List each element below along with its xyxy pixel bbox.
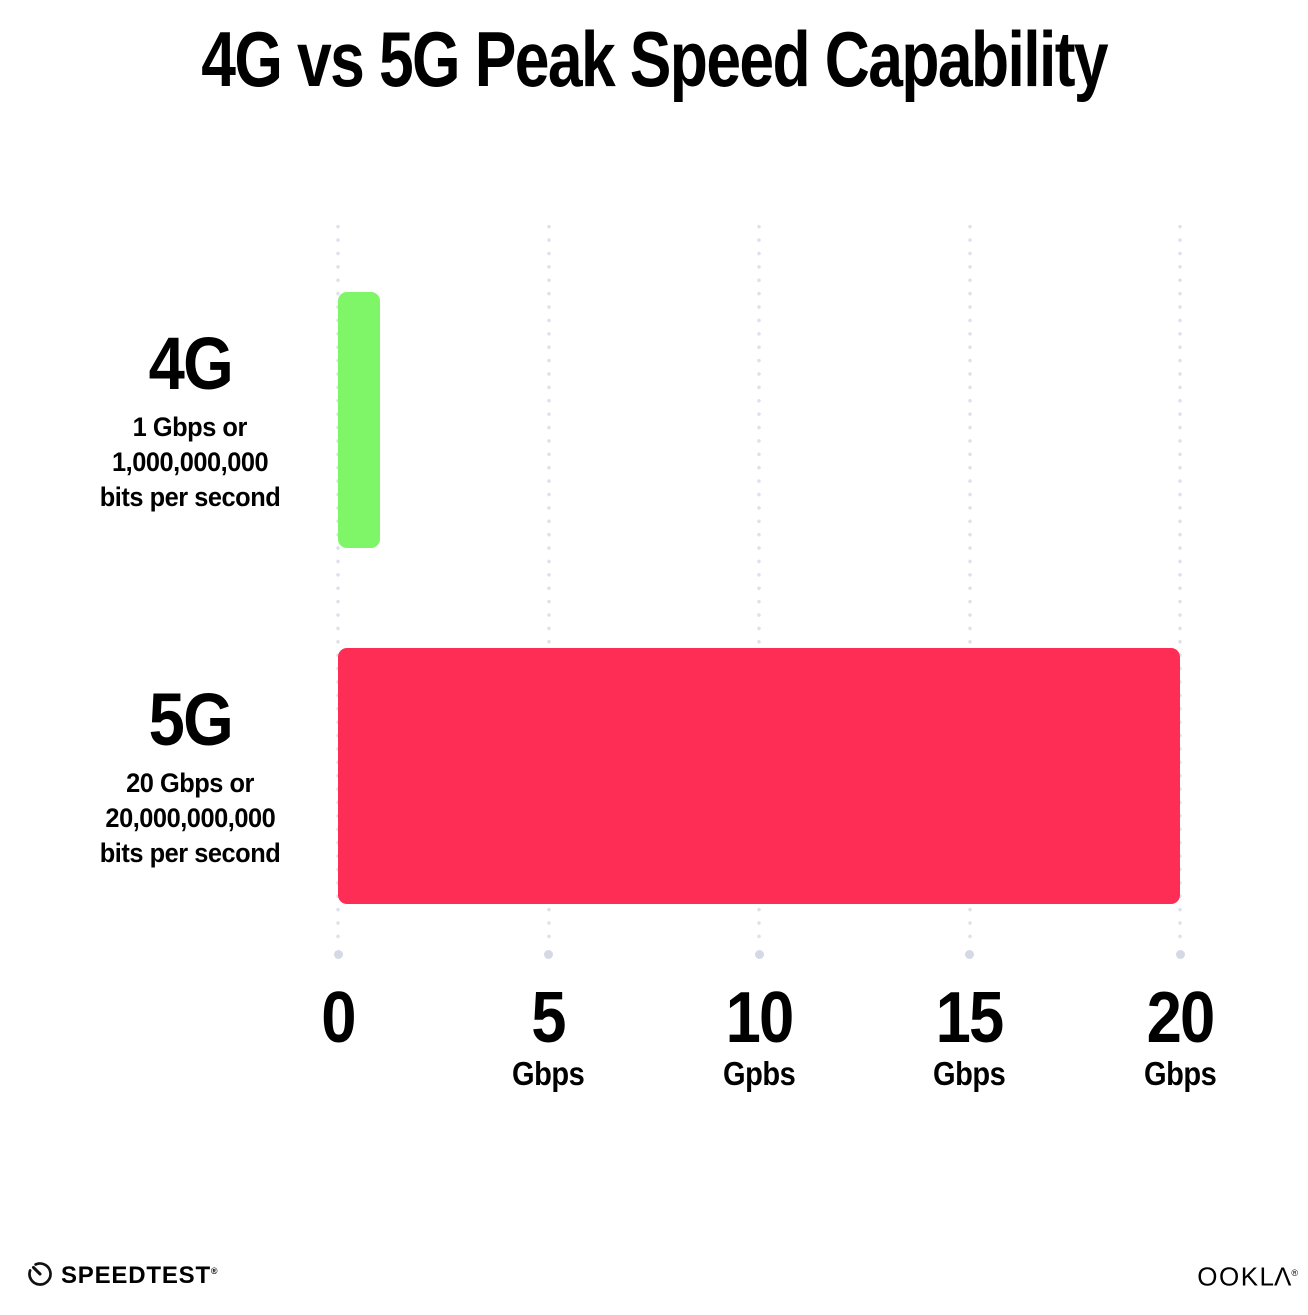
gridline-end-dot — [965, 950, 974, 959]
ookla-wordmark: OOKLΛ — [1197, 1261, 1292, 1292]
x-tick-0: 0 — [228, 982, 448, 1092]
x-tick-20: 20 Gbps — [1070, 982, 1290, 1092]
row-label-4g-sublabel: 1 Gbps or 1,000,000,000 bits per second — [40, 410, 340, 515]
gridline-end-dot — [1175, 950, 1185, 959]
speedtest-wordmark: SPEEDTEST® — [61, 1262, 218, 1289]
row-label-4g-line2: 1,000,000,000 — [111, 447, 269, 477]
row-label-5g-name: 5G — [148, 678, 233, 761]
speedtest-logo: SPEEDTEST® — [26, 1256, 218, 1291]
gridline-end-dot — [333, 950, 343, 959]
bar-4g — [338, 292, 381, 548]
row-label-4g-name: 4G — [148, 322, 233, 405]
chart-title: 4G vs 5G Peak Speed Capability — [0, 18, 1308, 100]
bar-5g — [338, 648, 1180, 904]
row-label-4g-line3: bits per second — [99, 482, 281, 512]
gridline-end-dot — [544, 950, 553, 959]
x-tick-0-value: 0 — [321, 978, 356, 1058]
chart-title-text: 4G vs 5G Peak Speed Capability — [201, 15, 1108, 103]
x-tick-5-value: 5 — [531, 978, 567, 1058]
ookla-trademark: ® — [1291, 1268, 1298, 1278]
row-label-4g-line1: 1 Gbps or — [132, 412, 248, 442]
x-tick-20-unit: Gbps — [1143, 1055, 1217, 1092]
x-tick-10-value: 10 — [725, 978, 795, 1058]
row-label-5g-line2: 20,000,000,000 — [105, 803, 275, 833]
x-tick-15: 15 Gbps — [860, 982, 1080, 1092]
row-label-5g-sublabel: 20 Gbps or 20,000,000,000 bits per secon… — [40, 766, 340, 871]
ookla-logo: OOKLΛ® — [1197, 1259, 1298, 1291]
gridline-20 — [1178, 220, 1182, 948]
gridline-10 — [757, 220, 761, 948]
row-label-5g-line1: 20 Gbps or — [126, 768, 254, 798]
x-tick-10: 10 Gpbs — [649, 982, 869, 1092]
gridline-15 — [967, 220, 972, 948]
gridline-0 — [336, 220, 340, 948]
x-tick-5: 5 Gbps — [439, 982, 659, 1092]
speedtest-gauge-icon — [26, 1260, 54, 1288]
row-label-5g: 5G 20 Gbps or 20,000,000,000 bits per se… — [40, 678, 340, 871]
x-tick-15-value: 15 — [936, 978, 1005, 1058]
speedtest-trademark: ® — [210, 1266, 218, 1276]
row-label-5g-line3: bits per second — [99, 838, 281, 868]
x-tick-5-unit: Gbps — [512, 1055, 585, 1092]
row-label-4g: 4G 1 Gbps or 1,000,000,000 bits per seco… — [40, 322, 340, 515]
x-tick-20-value: 20 — [1146, 978, 1216, 1058]
gridline-end-dot — [754, 950, 764, 959]
x-tick-15-unit: Gbps — [933, 1055, 1006, 1092]
x-tick-10-unit: Gpbs — [722, 1055, 796, 1092]
gridline-5 — [546, 220, 551, 948]
